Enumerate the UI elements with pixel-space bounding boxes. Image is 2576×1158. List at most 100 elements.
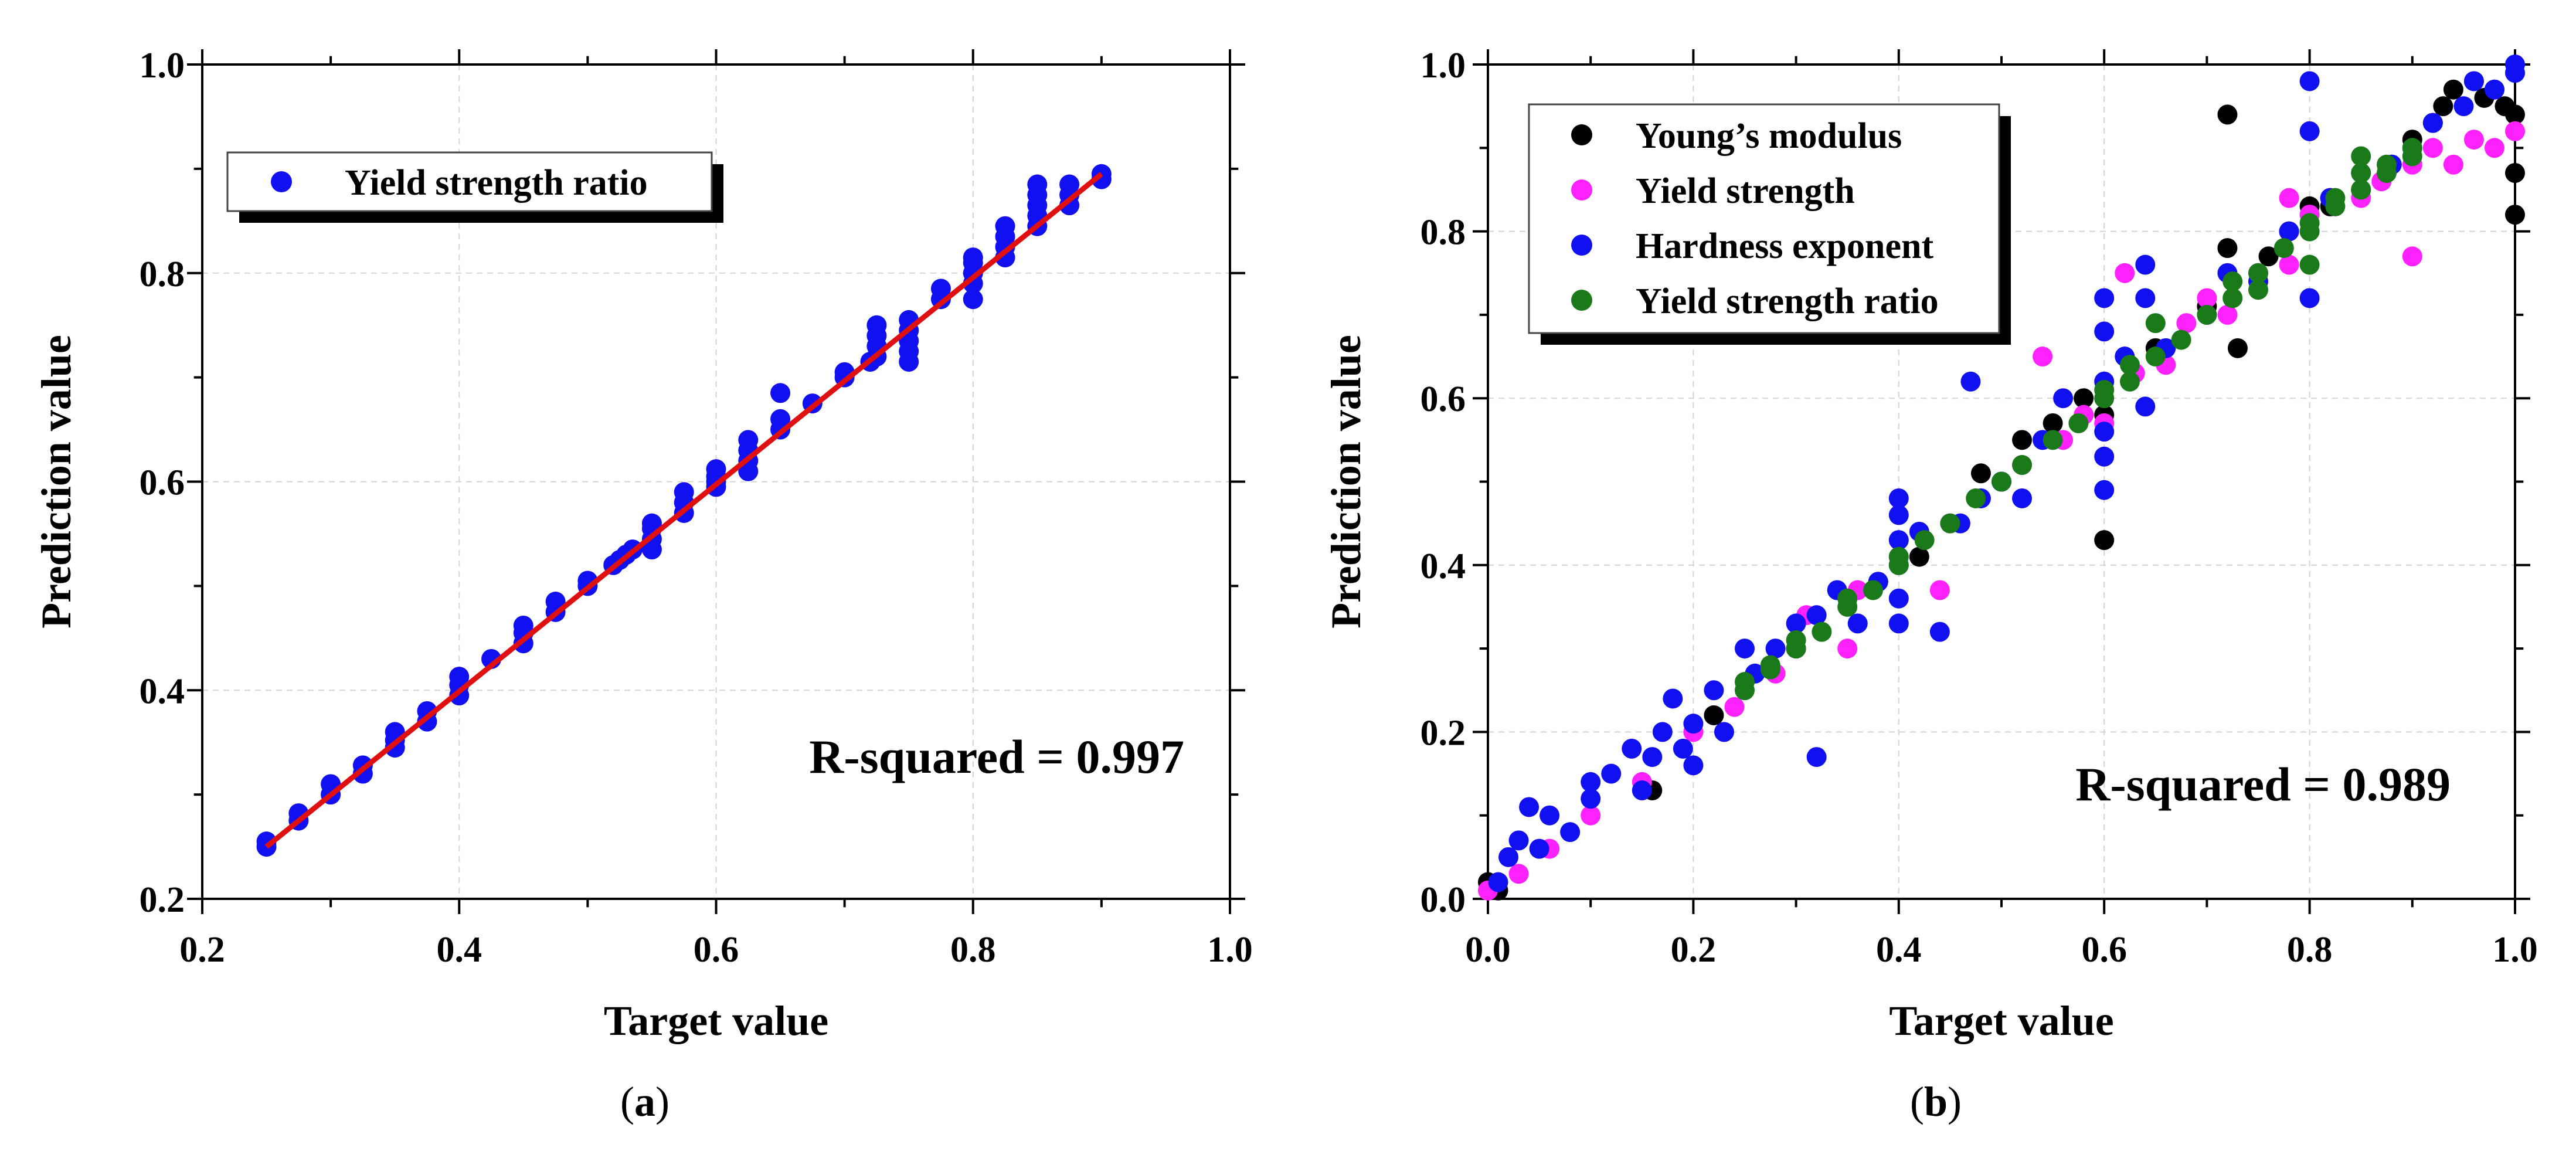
x-tick-label: 0.2 xyxy=(179,930,225,970)
data-point-yield-strength xyxy=(1508,864,1529,884)
data-point-hardness-exponent xyxy=(1519,797,1540,817)
x-tick-label: 1.0 xyxy=(1207,930,1253,970)
data-point-hardness-exponent xyxy=(2053,388,2074,409)
data-point-yield-strength-ratio xyxy=(641,513,662,534)
data-point-young-s-modulus xyxy=(2012,430,2033,450)
data-point-hardness-exponent xyxy=(1888,530,1909,551)
data-point-yield-strength-ratio xyxy=(2145,347,2166,367)
data-point-yield-strength-ratio xyxy=(2197,304,2217,325)
panel-a-y-axis-title: Prediction value xyxy=(33,335,80,629)
y-tick-label: 0.8 xyxy=(1420,213,1466,253)
data-point-yield-strength-ratio xyxy=(1027,174,1048,195)
data-point-hardness-exponent xyxy=(1960,371,1981,392)
data-point-hardness-exponent xyxy=(2453,96,2474,117)
panel-a-ticks xyxy=(187,49,1245,914)
data-point-hardness-exponent xyxy=(1806,747,1827,768)
data-point-hardness-exponent xyxy=(1888,505,1909,525)
data-point-hardness-exponent xyxy=(1735,639,1755,659)
data-point-hardness-exponent xyxy=(2135,396,2156,417)
x-tick-label: 0.6 xyxy=(2081,930,2127,970)
panel-b-legend-marker-yield-strength xyxy=(1571,179,1592,201)
y-tick-label: 1.0 xyxy=(1420,46,1466,86)
data-point-hardness-exponent xyxy=(1508,830,1529,851)
data-point-hardness-exponent xyxy=(1663,688,1683,709)
data-point-yield-strength-ratio xyxy=(1863,580,1883,600)
data-point-hardness-exponent xyxy=(2484,79,2504,100)
panel-b-caption: (b) xyxy=(1910,1078,1962,1125)
x-tick-label: 0.0 xyxy=(1465,930,1511,970)
data-point-hardness-exponent xyxy=(1488,872,1508,892)
data-point-hardness-exponent xyxy=(2463,71,2484,91)
data-point-yield-strength xyxy=(2197,288,2217,308)
data-point-yield-strength-ratio xyxy=(2377,154,2397,175)
data-point-hardness-exponent xyxy=(2094,422,2115,442)
panel-b-x-axis-title: Target value xyxy=(1889,997,2113,1044)
panel-b-legend-marker-youngs-modulus xyxy=(1571,124,1592,145)
y-tick-label: 0.4 xyxy=(1420,546,1466,586)
data-point-yield-strength-ratio xyxy=(866,315,887,335)
data-point-hardness-exponent xyxy=(1581,789,1601,809)
y-tick-label: 0.6 xyxy=(1420,379,1466,419)
data-point-hardness-exponent xyxy=(1560,822,1581,843)
data-point-yield-strength xyxy=(2484,138,2504,158)
panel-b-y-axis-title: Prediction value xyxy=(1323,335,1369,629)
data-point-yield-strength xyxy=(1929,580,1950,600)
panel-a-fit-line xyxy=(264,172,1103,849)
data-point-yield-strength xyxy=(2505,121,2525,141)
data-point-hardness-exponent xyxy=(1529,838,1549,859)
data-point-yield-strength-ratio xyxy=(2145,313,2166,334)
data-point-yield-strength-ratio xyxy=(1966,488,1986,508)
data-point-hardness-exponent xyxy=(1622,738,1642,759)
data-point-yield-strength-ratio xyxy=(2171,330,2191,350)
data-point-yield-strength-ratio xyxy=(2402,138,2422,158)
data-point-hardness-exponent xyxy=(1581,772,1601,792)
data-point-yield-strength-ratio xyxy=(1812,622,1832,642)
panel-b-x-tick-labels: 0.0 0.2 0.4 0.6 0.8 1.0 xyxy=(1465,930,2538,970)
data-point-young-s-modulus xyxy=(1970,463,1991,484)
data-point-yield-strength-ratio xyxy=(738,430,759,450)
data-point-yield-strength-ratio xyxy=(2299,213,2320,233)
data-point-yield-strength-ratio xyxy=(2094,379,2115,400)
data-point-hardness-exponent xyxy=(1847,613,1868,634)
y-tick-label: 0.6 xyxy=(140,463,185,503)
x-tick-label: 1.0 xyxy=(2492,930,2538,970)
y-tick-label: 0.2 xyxy=(140,880,185,920)
data-point-young-s-modulus xyxy=(1909,546,1929,567)
data-point-hardness-exponent xyxy=(1683,755,1704,776)
data-point-yield-strength-ratio xyxy=(706,459,726,480)
data-point-hardness-exponent xyxy=(2094,480,2115,500)
data-point-young-s-modulus xyxy=(2217,104,2238,125)
data-point-yield-strength-ratio xyxy=(2351,146,2371,167)
data-point-yield-strength xyxy=(1581,805,1601,826)
data-point-yield-strength-ratio xyxy=(2351,179,2371,200)
data-point-yield-strength-ratio xyxy=(995,216,1015,236)
data-point-hardness-exponent xyxy=(1683,714,1704,734)
data-point-yield-strength xyxy=(2279,188,2299,208)
data-point-hardness-exponent xyxy=(2422,113,2443,133)
data-point-yield-strength-ratio xyxy=(1735,672,1755,692)
data-point-hardness-exponent xyxy=(2299,121,2320,141)
panel-a-caption-letter: a xyxy=(634,1078,655,1125)
data-point-yield-strength-ratio xyxy=(2299,254,2320,275)
data-point-young-s-modulus xyxy=(2074,388,2094,409)
panel-b-r-squared-annotation: R-squared = 0.989 xyxy=(2075,758,2451,811)
y-tick-label: 0.0 xyxy=(1420,880,1466,920)
data-point-hardness-exponent xyxy=(1704,680,1724,701)
data-point-yield-strength-ratio xyxy=(1940,513,1960,534)
data-point-yield-strength-ratio xyxy=(2120,371,2140,392)
data-point-young-s-modulus xyxy=(2433,96,2453,117)
data-point-young-s-modulus xyxy=(1704,705,1724,725)
data-point-hardness-exponent xyxy=(2094,288,2115,308)
data-point-hardness-exponent xyxy=(1673,738,1693,759)
panel-b-ticks xyxy=(1473,49,2530,914)
panel-b-legend-label-hardness-exponent: Hardness exponent xyxy=(1636,226,1933,266)
data-point-yield-strength-ratio xyxy=(930,279,951,299)
data-point-hardness-exponent xyxy=(1786,613,1806,634)
data-point-young-s-modulus xyxy=(2217,238,2238,259)
panel-a-x-axis-title: Target value xyxy=(604,997,828,1044)
x-tick-label: 0.4 xyxy=(437,930,482,970)
panel-b-legend: Young’s modulus Yield strength Hardness … xyxy=(1528,103,2011,345)
panel-b-y-tick-labels: 0.0 0.2 0.4 0.6 0.8 1.0 xyxy=(1420,46,1466,920)
panel-b-legend-label-yield-strength: Yield strength xyxy=(1636,171,1855,211)
